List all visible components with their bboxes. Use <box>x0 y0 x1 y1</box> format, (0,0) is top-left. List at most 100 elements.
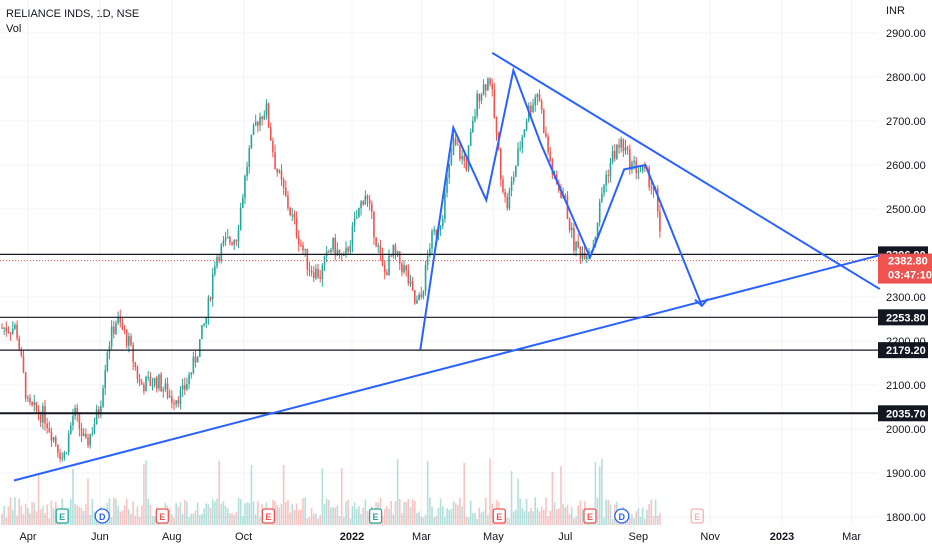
volume-bar <box>411 499 414 525</box>
candle-body <box>14 324 16 329</box>
price-tick-label: 2500.00 <box>886 204 926 216</box>
svg-text:D: D <box>619 512 626 522</box>
volume-bar <box>246 502 248 525</box>
candle-body <box>349 245 352 252</box>
candle-body <box>330 249 332 253</box>
candle-body <box>418 294 420 301</box>
volume-bar <box>508 518 511 525</box>
candle-body <box>196 356 199 363</box>
candle-body <box>603 185 605 194</box>
candle-body <box>115 322 117 334</box>
candle-body <box>457 144 459 146</box>
candle-body <box>482 84 485 95</box>
candle-body <box>560 190 562 198</box>
candle-body <box>164 383 167 390</box>
level-label-box <box>878 342 928 359</box>
volume-bar <box>136 506 139 525</box>
volume-bar <box>147 498 149 525</box>
candle-body <box>121 322 124 330</box>
candle-body <box>422 291 425 297</box>
candle-body <box>613 151 616 159</box>
candle-body <box>332 237 334 250</box>
volume-bar <box>132 501 134 525</box>
time-axis[interactable]: Apr Jun Aug Oct 2022 Mar May Jul Sep Nov 2023 Mar <box>19 531 861 543</box>
candle-body <box>487 78 489 91</box>
candle-body <box>22 355 25 373</box>
volume-bar <box>433 517 435 525</box>
dividend-marker: D <box>614 508 630 524</box>
volume-bar <box>517 478 519 525</box>
candle-body <box>465 160 468 170</box>
candle-body <box>583 252 586 260</box>
candle-body <box>452 138 455 155</box>
price-axis[interactable]: 2900.00 2800.00 2700.00 2600.00 2500.00 2300.… <box>886 5 926 524</box>
volume-bar <box>381 515 384 525</box>
volume-bar <box>564 507 567 525</box>
candle-body <box>235 239 238 242</box>
volume-bar <box>525 499 528 525</box>
volume-bar <box>252 501 255 525</box>
candle-body <box>536 94 539 98</box>
volume-bar <box>388 508 390 525</box>
candle-body <box>59 452 61 459</box>
candle-body <box>489 78 491 85</box>
drawings <box>13 51 881 482</box>
volume-bar <box>177 506 180 525</box>
volume-bar <box>211 499 214 525</box>
volume-bar <box>295 503 298 525</box>
volume-bar <box>450 508 453 525</box>
candle-body <box>39 414 42 423</box>
candle-body <box>188 374 190 384</box>
volume-bar <box>429 497 431 525</box>
candle-body <box>500 149 502 180</box>
candle-body <box>70 425 72 434</box>
volume-bar <box>179 502 182 525</box>
candle-body <box>16 324 18 339</box>
candle-body <box>151 385 154 387</box>
candle-body <box>108 346 111 353</box>
candle-body <box>575 241 577 251</box>
candle-body <box>431 231 433 249</box>
volume-bar <box>637 508 640 525</box>
svg-text:E: E <box>694 512 700 522</box>
candle-body <box>502 179 504 192</box>
volume-bar <box>220 503 223 525</box>
candle-body <box>328 251 330 253</box>
volume-bar <box>332 507 334 525</box>
candle-body <box>153 377 156 386</box>
candle-body <box>5 327 8 332</box>
candle-body <box>377 245 380 247</box>
volume-bar <box>553 502 556 525</box>
candle-body <box>289 207 291 216</box>
volume-bar <box>598 466 601 525</box>
candle-body <box>229 236 231 243</box>
candle-body <box>420 294 423 297</box>
candle-body <box>67 433 70 453</box>
candle-body <box>317 268 319 278</box>
volume-bar <box>229 513 231 525</box>
volume-bar <box>405 501 407 525</box>
candle-body <box>91 432 94 434</box>
candle-body <box>190 372 192 375</box>
volume-bar <box>435 516 438 525</box>
volume-bar <box>18 498 20 525</box>
volume-bar <box>360 513 362 525</box>
volume-bar <box>446 508 448 525</box>
volume-bar <box>512 511 515 525</box>
candle-body <box>177 400 180 404</box>
candle-body <box>123 329 126 331</box>
volume-bar <box>386 506 388 525</box>
volume-bar <box>310 508 313 525</box>
candle-body <box>160 374 162 392</box>
earnings-marker: E <box>583 508 597 524</box>
volume-bar <box>353 502 356 525</box>
candle-body <box>549 151 552 162</box>
candle-body <box>491 84 493 90</box>
volume-bar <box>521 507 524 525</box>
candle-body <box>459 145 461 160</box>
volume-bar <box>291 503 294 525</box>
volume-bar <box>396 459 399 525</box>
volume-bar <box>362 507 364 525</box>
volume-bar <box>280 503 283 525</box>
